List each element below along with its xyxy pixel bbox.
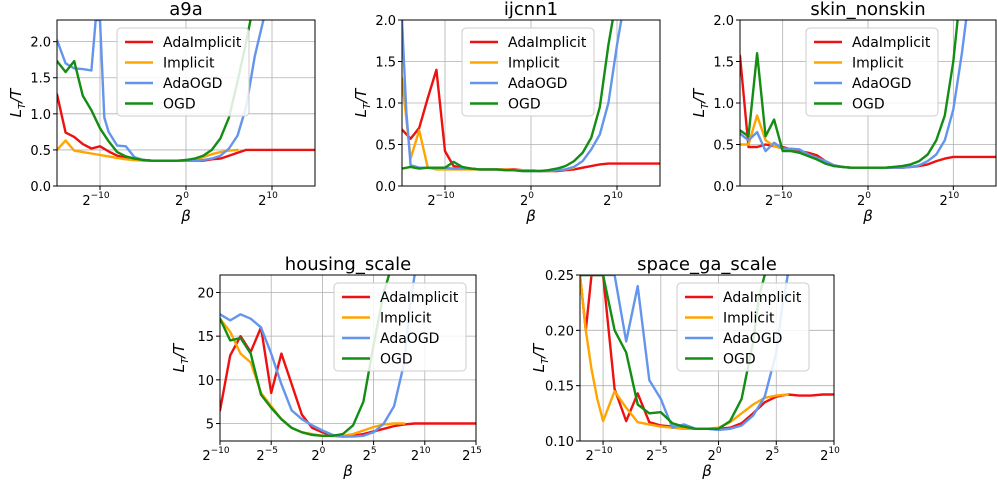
x-tick-label: 2−10 bbox=[82, 191, 110, 209]
legend-label: AdaOGD bbox=[163, 76, 222, 92]
chart-title: a9a bbox=[169, 0, 203, 20]
x-axis-label: β bbox=[180, 207, 191, 225]
x-tick-label: 2−5 bbox=[646, 446, 668, 464]
y-axis-label: LT/T bbox=[7, 87, 28, 118]
y-tick-label: 0.0 bbox=[30, 180, 51, 195]
y-tick-label: 1.0 bbox=[713, 97, 734, 112]
y-tick-label: 0.5 bbox=[30, 144, 51, 159]
legend: AdaImplicit Implicit AdaOGD OGD bbox=[116, 27, 250, 117]
axes-frame bbox=[579, 274, 835, 442]
x-axis-label: β bbox=[701, 462, 712, 480]
legend: AdaImplicit Implicit AdaOGD OGD bbox=[333, 282, 467, 372]
legend-label: Implicit bbox=[852, 56, 904, 72]
series-lines bbox=[57, 20, 315, 162]
x-tick-label: 2−10 bbox=[585, 446, 613, 464]
legend: AdaImplicit Implicit AdaOGD OGD bbox=[805, 27, 939, 117]
y-axis-label: LT/T bbox=[352, 87, 373, 118]
chart-title: skin_nonskin bbox=[810, 0, 925, 20]
y-tick-label: 1.5 bbox=[713, 56, 734, 71]
y-tick-label: 0.20 bbox=[545, 324, 574, 339]
y-tick-label: 0.5 bbox=[713, 139, 734, 154]
y-tick-label: 0.0 bbox=[375, 180, 396, 195]
x-tick-label: 20 bbox=[311, 446, 325, 464]
legend-label: AdaImplicit bbox=[723, 290, 802, 306]
legend-label: AdaImplicit bbox=[508, 35, 587, 51]
legend-label: AdaOGD bbox=[380, 331, 439, 347]
y-tick-label: 5 bbox=[206, 418, 214, 433]
series-lines bbox=[580, 275, 834, 432]
subplot-a9a: 2−10 20 2100.00.51.01.52.0a9aβLT/TAdaImpli… bbox=[7, 0, 316, 225]
legend-label: AdaImplicit bbox=[163, 35, 242, 51]
legend-label: OGD bbox=[163, 97, 196, 113]
y-tick-label: 2.0 bbox=[375, 14, 396, 29]
y-tick-label: 1.0 bbox=[375, 97, 396, 112]
y-tick-label: 10 bbox=[197, 374, 214, 389]
legend-label: AdaImplicit bbox=[852, 35, 931, 51]
series-lines bbox=[402, 20, 660, 173]
legend-label: Implicit bbox=[380, 311, 432, 327]
series-line-ogd bbox=[220, 275, 391, 437]
legend-label: AdaImplicit bbox=[380, 290, 459, 306]
legend: AdaImplicit Implicit AdaOGD OGD bbox=[676, 282, 810, 372]
x-axis-label: β bbox=[525, 207, 536, 225]
y-tick-label: 1.0 bbox=[30, 108, 51, 123]
legend-label: OGD bbox=[852, 97, 885, 113]
legend-label: Implicit bbox=[163, 56, 215, 72]
x-tick-label: 25 bbox=[765, 446, 779, 464]
y-tick-label: 1.5 bbox=[375, 56, 396, 71]
legend-label: OGD bbox=[508, 97, 541, 113]
legend-label: OGD bbox=[380, 352, 413, 368]
legend-label: Implicit bbox=[723, 311, 775, 327]
series-line-adaogd bbox=[220, 275, 416, 438]
y-axis-label: LT/T bbox=[690, 87, 711, 118]
x-tick-label: 210 bbox=[411, 446, 431, 464]
legend-label: AdaOGD bbox=[723, 331, 782, 347]
legend-label: Implicit bbox=[508, 56, 560, 72]
x-tick-label: 210 bbox=[939, 191, 959, 209]
series-line-ogd bbox=[57, 20, 252, 162]
y-axis-label: LT/T bbox=[170, 342, 191, 373]
x-tick-label: 210 bbox=[258, 191, 278, 209]
series-line-ogd bbox=[740, 20, 959, 169]
series-lines bbox=[740, 20, 996, 169]
chart-title: ijcnn1 bbox=[504, 0, 558, 20]
y-tick-label: 0.10 bbox=[545, 435, 574, 450]
x-tick-label: 2−10 bbox=[765, 191, 793, 209]
x-tick-label: 210 bbox=[820, 446, 840, 464]
series-line-ogd bbox=[580, 275, 766, 430]
y-tick-label: 15 bbox=[197, 330, 214, 345]
legend: AdaImplicit Implicit AdaOGD OGD bbox=[461, 27, 595, 117]
subplot-space-ga-scale: 2−10 2−5 20 25 2100.100.150.200.25space_ga_s… bbox=[530, 254, 840, 480]
chart-title: space_ga_scale bbox=[637, 254, 777, 275]
y-tick-label: 2.0 bbox=[30, 36, 51, 51]
legend-label: AdaOGD bbox=[508, 76, 567, 92]
chart-title: housing_scale bbox=[285, 254, 411, 275]
x-tick-label: 215 bbox=[462, 446, 482, 464]
series-line-ogd bbox=[402, 20, 614, 173]
x-axis-label: β bbox=[862, 207, 873, 225]
series-lines bbox=[220, 275, 476, 438]
subplot-housing-scale: 2−10 2−5 20 25 210 215 5 10 15 20 housing_scale β LT… bbox=[170, 254, 482, 480]
y-tick-label: 20 bbox=[197, 286, 214, 301]
legend-label: OGD bbox=[723, 352, 756, 368]
subplot-ijcnn1: 2−10 20 2100.00.51.01.52.0ijcnn1βLT/TAdaIm… bbox=[352, 0, 661, 225]
legend-label: AdaOGD bbox=[852, 76, 911, 92]
y-axis-label: LT/T bbox=[530, 342, 551, 373]
x-axis-label: β bbox=[342, 462, 353, 480]
y-tick-label: 1.5 bbox=[30, 72, 51, 87]
x-tick-label: 210 bbox=[603, 191, 623, 209]
y-tick-label: 0.5 bbox=[375, 139, 396, 154]
subplot-skin-nonskin: 2−10 20 2100.00.51.01.52.0skin_nonskinβLT/… bbox=[690, 0, 997, 225]
x-tick-label: 2−10 bbox=[202, 446, 230, 464]
x-tick-label: 25 bbox=[363, 446, 377, 464]
y-tick-label: 0.0 bbox=[713, 180, 734, 195]
y-tick-label: 2.0 bbox=[713, 14, 734, 29]
y-tick-label: 0.25 bbox=[545, 269, 574, 284]
x-tick-label: 2−10 bbox=[427, 191, 455, 209]
axes-frame bbox=[219, 274, 477, 442]
y-tick-label: 0.15 bbox=[545, 380, 574, 395]
x-tick-label: 2−5 bbox=[256, 446, 278, 464]
